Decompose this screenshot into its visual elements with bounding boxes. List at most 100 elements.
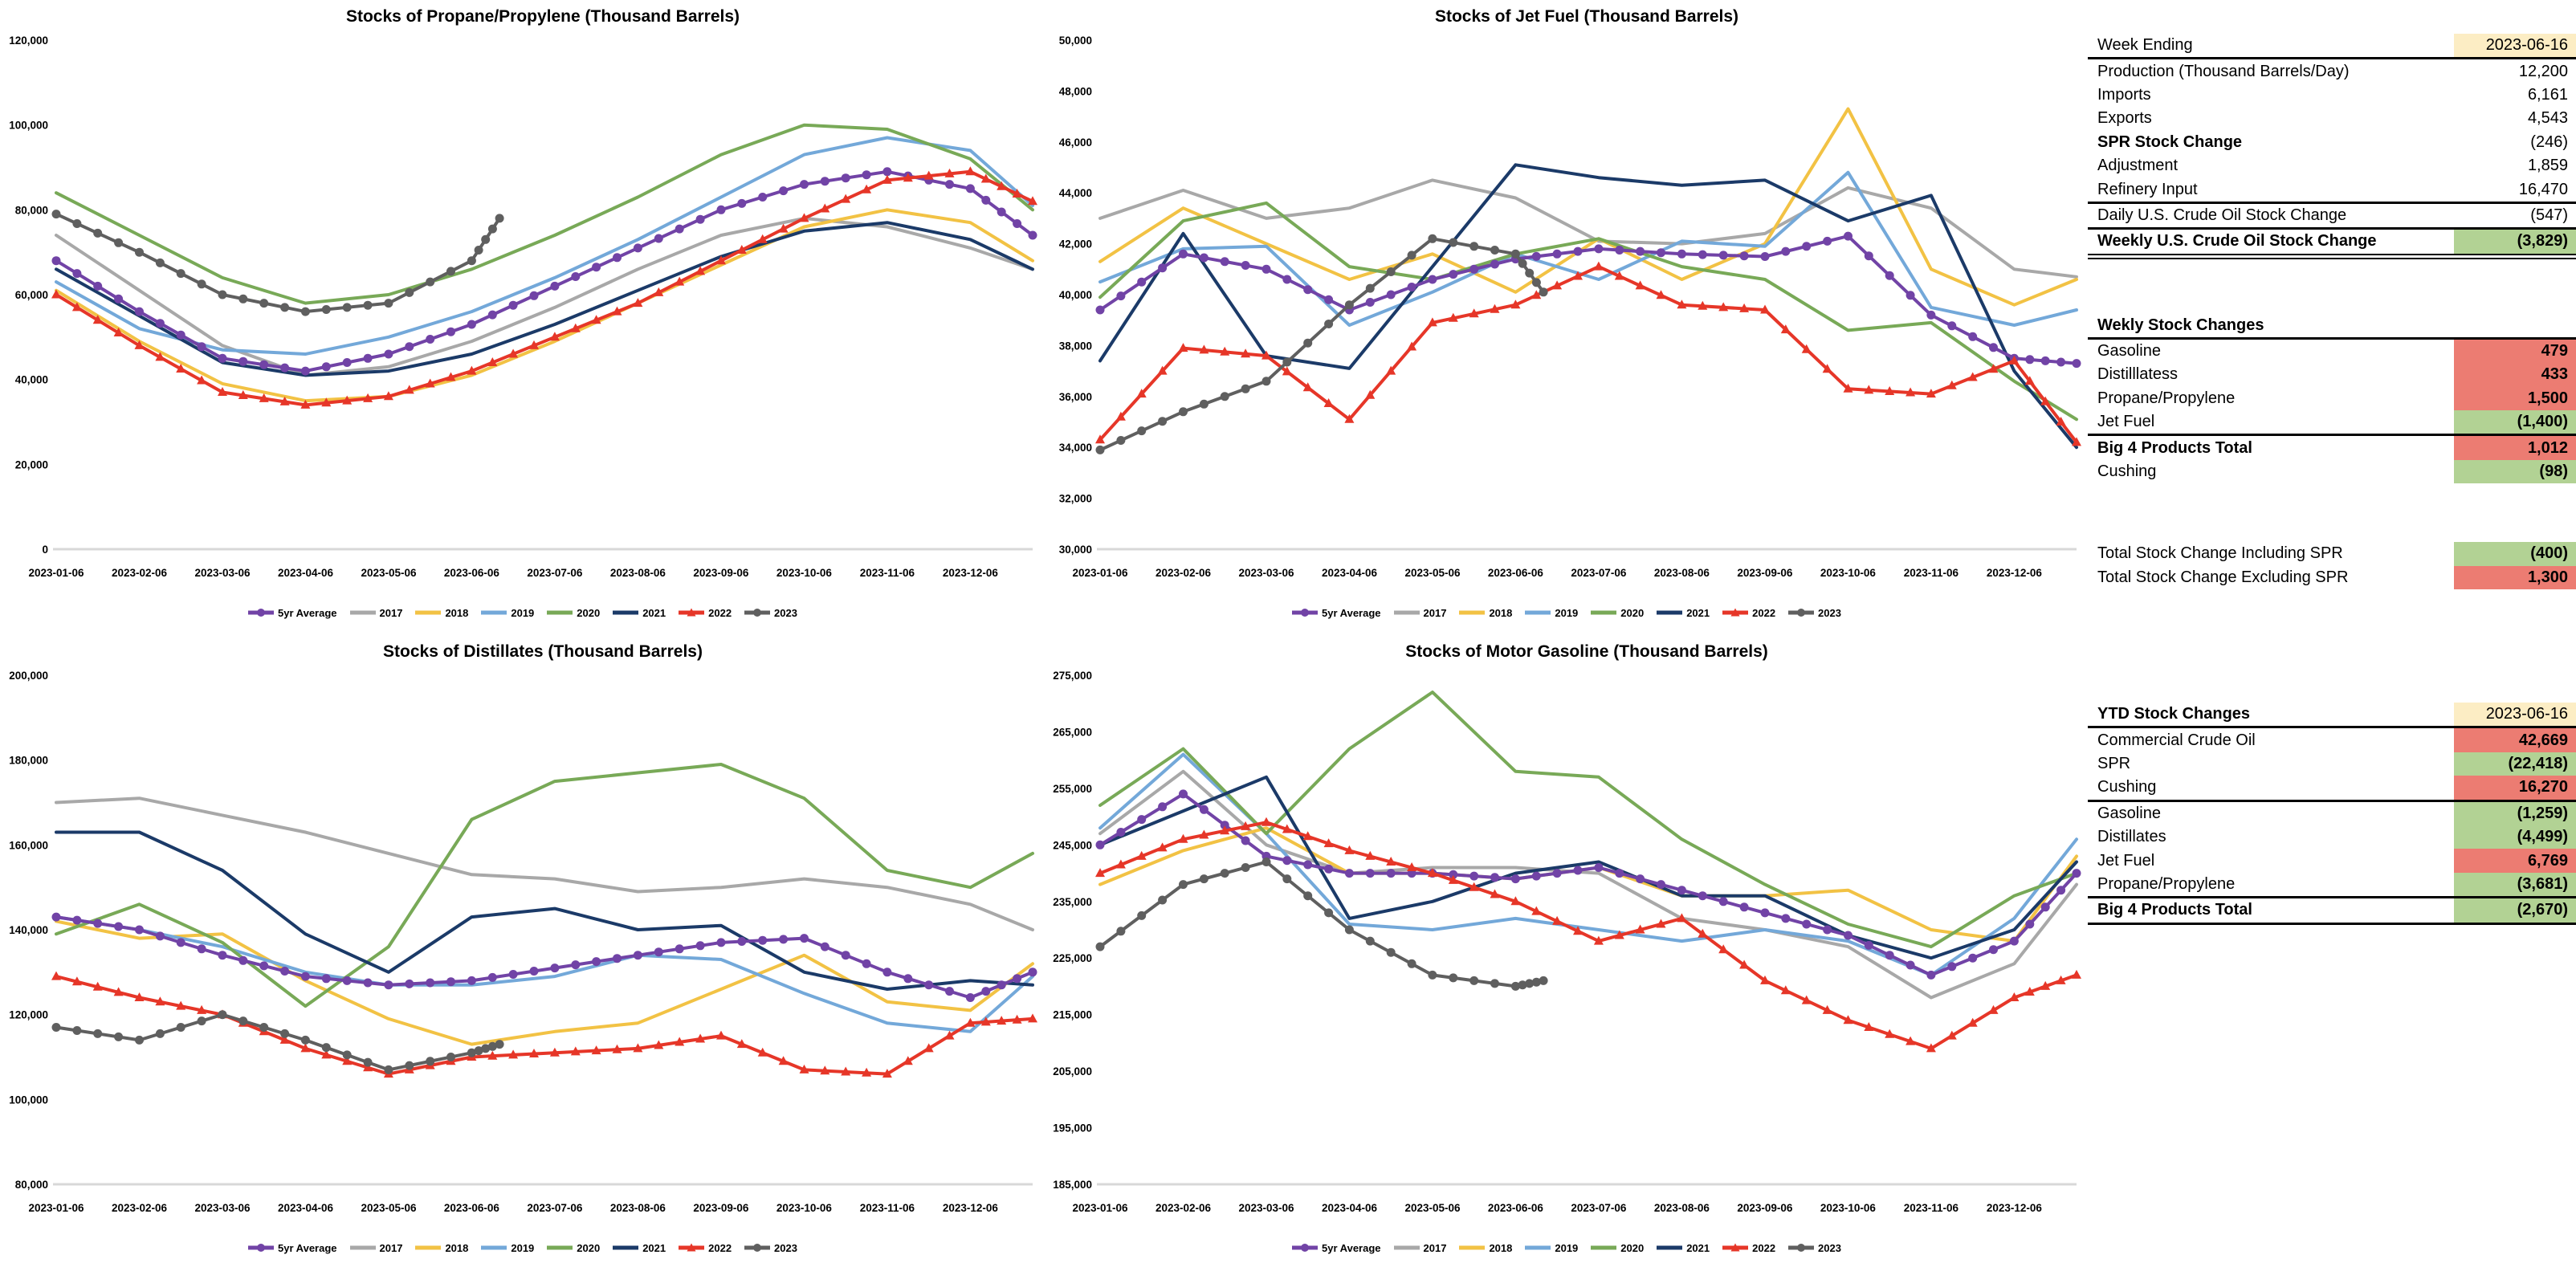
row-label: Propane/Propylene [2097,874,2236,893]
legend-item-2017: 2017 [348,606,402,619]
legend-swatch-icon [248,609,275,617]
svg-text:2023-04-06: 2023-04-06 [1322,567,1378,579]
row-label: Distilllatess [2097,365,2179,384]
svg-text:2023-12-06: 2023-12-06 [943,1202,999,1214]
legend-swatch-icon [1722,1243,1749,1252]
table-row: Adjustment 1,859 [2088,154,2576,177]
row-value: 16,470 [2518,180,2568,198]
legend-item-5yr-average: 5yr Average [1290,1241,1381,1254]
svg-text:2023-03-06: 2023-03-06 [1238,567,1294,579]
legend-swatch-icon [481,1245,507,1250]
legend-item-2017: 2017 [1392,1241,1447,1254]
legend-swatch-icon [1788,1244,1815,1252]
legend-swatch-icon [1459,610,1486,615]
table-row: Production (Thousand Barrels/Day) 12,200 [2088,59,2576,83]
row-label: Jet Fuel [2097,413,2155,431]
svg-text:0: 0 [42,544,48,556]
legend-item-2019: 2019 [1523,606,1578,619]
row-value: (1,400) [2454,410,2576,434]
ytd-stock-changes-table: YTD Stock Changes 2023-06-16 Commercial Cr… [2088,703,2576,925]
legend-item-2021: 2021 [1655,1241,1710,1254]
legend-label: 2022 [708,1241,732,1254]
row-label: Cushing [2097,462,2157,481]
row-label: Distillates [2097,828,2166,846]
legend-swatch-icon [679,1243,705,1252]
legend-item-2023: 2023 [1787,1241,1841,1254]
row-value: 2023-06-16 [2454,703,2576,727]
svg-text:2023-07-06: 2023-07-06 [527,567,583,579]
table-row: Big 4 Products Total 1,012 [2088,436,2576,460]
svg-text:30,000: 30,000 [1059,544,1092,556]
legend-item-2022: 2022 [677,606,732,619]
table-row: Daily U.S. Crude Oil Stock Change (547) [2088,204,2576,230]
legend-swatch-icon [481,610,507,615]
svg-text:2023-10-06: 2023-10-06 [1820,1202,1877,1214]
legend-label: 2017 [1423,1241,1447,1254]
row-value: 479 [2454,339,2576,364]
legend-label: 2018 [1489,606,1513,619]
legend-swatch-icon [1459,1245,1486,1250]
chart-distillates: Stocks of Distillates (Thousand Barrels)… [0,635,1044,1271]
chart-title: Stocks of Distillates (Thousand Barrels) [383,642,703,661]
svg-text:44,000: 44,000 [1059,187,1092,199]
svg-text:255,000: 255,000 [1053,783,1092,795]
table-row: Cushing 16,270 [2088,776,2576,802]
table-row: Propane/Propylene (3,681) [2088,872,2576,899]
svg-text:2023-10-06: 2023-10-06 [776,567,833,579]
svg-text:48,000: 48,000 [1059,85,1092,97]
svg-text:2023-10-06: 2023-10-06 [776,1202,833,1214]
legend-swatch-icon [547,1245,573,1250]
table-row: Gasoline 479 [2088,339,2576,364]
legend-item-2023: 2023 [743,606,797,619]
row-value: 16,270 [2454,776,2576,800]
table-row: Distilllatess 433 [2088,363,2576,387]
svg-text:80,000: 80,000 [15,1179,48,1191]
svg-text:215,000: 215,000 [1053,1009,1092,1021]
row-value: (3,681) [2454,872,2576,897]
weekly-report-table: Week Ending 2023-06-16 Production (Thousan… [2088,34,2576,259]
svg-text:34,000: 34,000 [1059,442,1092,454]
chart-legend: 5yr Average 2017 2018 2019 2020 2021 2022 2023 [1044,606,2088,619]
legend-item-2020: 2020 [1589,1241,1644,1254]
legend-item-5yr-average: 5yr Average [247,1241,337,1254]
legend-label: 2023 [774,606,797,619]
legend-label: 2019 [1555,1241,1579,1254]
table-row: Weekly U.S. Crude Oil Stock Change (3,829… [2088,230,2576,259]
legend-item-2017: 2017 [348,1241,402,1254]
legend-item-2020: 2020 [1589,606,1644,619]
legend-item-2020: 2020 [545,1241,600,1254]
table-row: SPR Stock Change (246) [2088,131,2576,154]
svg-text:42,000: 42,000 [1059,238,1092,251]
chart-legend: 5yr Average 2017 2018 2019 2020 2021 2022 2023 [0,606,1044,619]
svg-text:50,000: 50,000 [1059,35,1092,47]
svg-text:2023-10-06: 2023-10-06 [1820,567,1877,579]
row-value: (547) [2530,206,2568,224]
svg-text:2023-02-06: 2023-02-06 [1156,567,1212,579]
row-label: Production (Thousand Barrels/Day) [2097,62,2350,80]
svg-text:2023-06-06: 2023-06-06 [444,567,500,579]
legend-label: 5yr Average [278,606,337,619]
legend-swatch-icon [1591,610,1617,615]
svg-text:2023-01-06: 2023-01-06 [28,1202,84,1214]
svg-text:275,000: 275,000 [1053,670,1092,682]
row-value: 1,859 [2527,157,2568,175]
row-value: (246) [2530,132,2568,151]
table-row: Jet Fuel (1,400) [2088,410,2576,437]
svg-text:2023-09-06: 2023-09-06 [693,567,749,579]
table-row: Wekly Stock Changes [2088,314,2576,340]
legend-swatch-icon [248,1244,275,1252]
legend-swatch-icon [1591,1245,1617,1250]
row-label: Wekly Stock Changes [2097,316,2264,334]
legend-label: 2019 [511,606,535,619]
svg-text:2023-01-06: 2023-01-06 [28,567,84,579]
svg-text:2023-12-06: 2023-12-06 [1987,567,2043,579]
svg-text:245,000: 245,000 [1053,839,1092,851]
legend-label: 2023 [1818,606,1841,619]
legend-item-2022: 2022 [1721,606,1775,619]
svg-text:2023-12-06: 2023-12-06 [943,567,999,579]
table-row: Refinery Input 16,470 [2088,177,2576,204]
svg-text:80,000: 80,000 [15,204,48,216]
chart-jet-fuel: Stocks of Jet Fuel (Thousand Barrels) 30… [1044,0,2088,635]
svg-text:2023-05-06: 2023-05-06 [1404,1202,1461,1214]
table-row: SPR (22,418) [2088,752,2576,776]
